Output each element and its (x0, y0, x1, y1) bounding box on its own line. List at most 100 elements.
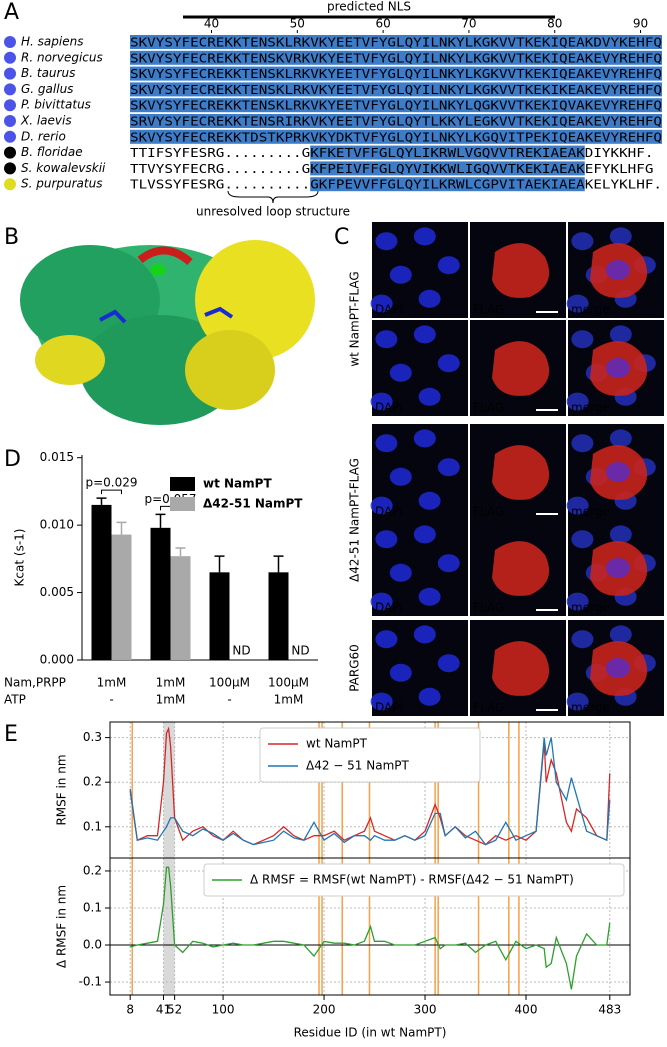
cell-stain (492, 445, 550, 500)
nucleus (375, 330, 398, 349)
micrograph: merge (566, 222, 664, 318)
y-tick-label: 0.005 (40, 585, 74, 599)
nucleus (609, 227, 632, 246)
species-dot (4, 36, 16, 48)
nucleus (389, 363, 412, 382)
nucleus (566, 392, 589, 411)
nucleus (413, 525, 436, 544)
nucleus (606, 358, 630, 378)
x-tick-label: - (109, 693, 113, 707)
species-name: S. purpuratus (21, 177, 102, 191)
x-tick-label: 100µM (209, 676, 250, 690)
cell-stain (492, 341, 550, 396)
nucleus (566, 294, 589, 313)
species-dot (4, 51, 16, 64)
ruler-label: 40 (204, 17, 219, 31)
micrograph: merge (566, 424, 664, 520)
nucleus (606, 462, 630, 482)
x-tick-label: 300 (414, 1003, 437, 1017)
ruler-label: 50 (290, 17, 305, 31)
nucleus (571, 530, 594, 549)
bar (170, 556, 191, 660)
nucleus (375, 530, 398, 549)
value-label: ND (232, 644, 250, 658)
sequence: SKVYSYFECREKKTENSKLRKVKYEETVFYGLQYILNKYL… (130, 99, 662, 113)
x-tick-label: 52 (167, 1003, 182, 1017)
nucleus (418, 491, 441, 510)
nucleus (609, 525, 632, 544)
y-axis-label: RMSF in nm (55, 754, 69, 825)
species-name: S. kowalevskii (21, 161, 106, 175)
series-line (129, 737, 611, 846)
alignment-highlight (130, 129, 662, 144)
ruler-label: 70 (461, 17, 476, 31)
y-tick-label: 0.2 (83, 775, 102, 789)
y-tick-label: 0.1 (83, 900, 102, 914)
micrograph: merge (566, 320, 664, 416)
species-name: G. gallus (21, 82, 73, 96)
y-axis-label: Kcat (s-1) (13, 529, 27, 587)
species-name: R. norvegicus (21, 50, 103, 64)
error-bar (214, 555, 225, 573)
channel-label: merge (571, 401, 610, 415)
nucleus (606, 260, 630, 280)
alignment-highlight (130, 82, 662, 97)
nucleus (609, 625, 632, 644)
nucleus (571, 434, 594, 453)
channel-label: FLAG (473, 701, 504, 715)
loop-label: unresolved loop structure (196, 205, 350, 219)
micrograph: DAPI (370, 222, 468, 318)
sequence: SKVYSYFECREKKTENSKLRKVKYEETVFYGLQYILNKYL… (130, 36, 662, 50)
x-tick-label: 8 (126, 1003, 134, 1017)
y-tick-label: 0.3 (83, 730, 102, 744)
micrograph: DAPI (370, 520, 468, 616)
nucleus (370, 592, 393, 611)
nucleus (413, 429, 436, 448)
nucleus (437, 458, 460, 477)
cell-stain (492, 641, 550, 696)
x-axis-label: Residue ID (in wt NamPT) (294, 1026, 447, 1040)
nucleus (566, 496, 589, 515)
nucleus (566, 692, 589, 711)
nucleus (418, 587, 441, 606)
bar (111, 534, 132, 660)
ruler-label: 80 (547, 17, 562, 31)
error-bar (273, 555, 284, 573)
nucleus (437, 554, 460, 573)
species-name: D. rerio (21, 129, 66, 143)
error-bar (96, 497, 107, 505)
nls-title: predicted NLS (327, 0, 411, 14)
nucleus (413, 325, 436, 344)
nucleus (389, 563, 412, 582)
sequence: SKVYSYFECREKKTENSKLRKVKYEETVFYGLQYILNKYL… (130, 67, 662, 81)
nucleus (413, 625, 436, 644)
series-line (129, 726, 611, 846)
error-bar (116, 521, 127, 535)
legend-box (203, 863, 625, 897)
sequence: SKVYSYFECREKKTENSKVRKVKYEETVFYGLQYILNKYL… (130, 51, 662, 65)
cell-stain (492, 541, 550, 596)
micrograph: merge (566, 520, 664, 616)
species-dot (4, 130, 16, 143)
micrograph: DAPI (370, 320, 468, 416)
x-tick-label: 1mM (97, 676, 127, 690)
bar (150, 527, 171, 660)
micrograph: DAPI (370, 424, 468, 520)
x-tick-label: 100µM (268, 676, 309, 690)
nucleus (437, 654, 460, 673)
nucleus (609, 429, 632, 448)
ruler-label: 60 (375, 17, 390, 31)
nucleus (571, 630, 594, 649)
channel-label: DAPI (375, 401, 403, 415)
channel-label: FLAG (473, 601, 504, 615)
row-group-label: PARG60 (348, 644, 362, 692)
species-name: H. sapiens (21, 35, 83, 49)
panel-label: C (334, 225, 349, 250)
nucleus (418, 289, 441, 308)
x-tick-label: 1mM (156, 693, 186, 707)
row-label: ATP (4, 693, 26, 707)
nucleus (606, 558, 630, 578)
p-value: p=0.029 (85, 476, 137, 490)
nucleus (370, 692, 393, 711)
cell-stain (492, 243, 550, 298)
